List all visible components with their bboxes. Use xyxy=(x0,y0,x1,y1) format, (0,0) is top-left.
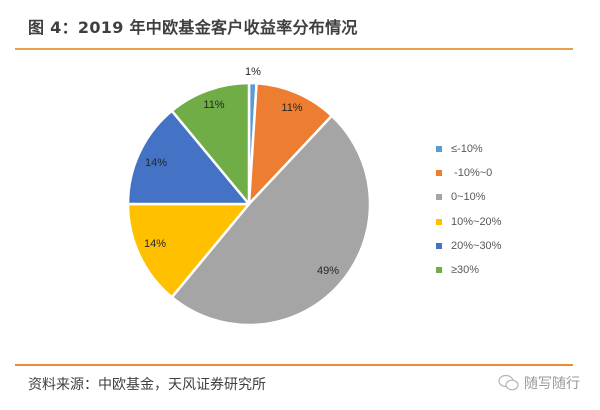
slice-label: 11% xyxy=(203,99,224,111)
legend-item-le-neg10: ≤-10% xyxy=(436,137,501,161)
legend-swatch xyxy=(436,170,442,177)
title-divider xyxy=(15,48,573,50)
footer-divider xyxy=(15,364,573,366)
slice-label: 14% xyxy=(145,157,167,169)
legend-item-10-20: 10%~20% xyxy=(436,210,501,234)
legend-label: -10%~0 xyxy=(451,167,493,180)
legend-swatch xyxy=(436,242,442,249)
wechat-icon xyxy=(498,374,519,391)
legend-item-0-10: 0~10% xyxy=(436,185,501,209)
pie-slice xyxy=(247,81,334,206)
legend-label: ≤-10% xyxy=(451,143,483,156)
legend-item-20-30: 20%~30% xyxy=(436,234,501,258)
legend-label: ≥30% xyxy=(451,264,480,277)
pie-slice xyxy=(170,114,372,327)
pie-slices xyxy=(126,81,372,327)
watermark: 随写随行 xyxy=(498,373,580,393)
slice-label: 49% xyxy=(317,265,339,277)
legend-swatch xyxy=(436,267,442,274)
chart-title: 图 4：2019 年中欧基金客户收益率分布情况 xyxy=(28,18,358,37)
legend-item-neg10-0: -10%~0 xyxy=(436,161,501,185)
slice-label: 1% xyxy=(245,66,261,78)
legend-swatch xyxy=(436,194,442,201)
legend: ≤-10% -10%~0 0~10% 10%~20% 20%~30% ≥30% xyxy=(436,137,501,282)
legend-label: 0~10% xyxy=(451,191,486,204)
legend-swatch xyxy=(436,146,442,153)
slice-label: 14% xyxy=(144,238,166,250)
slice-label: 11% xyxy=(281,102,302,114)
legend-label: 20%~30% xyxy=(451,239,502,252)
pie-slice xyxy=(170,81,251,206)
legend-item-ge30: ≥30% xyxy=(436,258,501,282)
legend-swatch xyxy=(436,218,442,225)
watermark-text: 随写随行 xyxy=(524,376,580,392)
source-note: 资料来源：中欧基金，天风证券研究所 xyxy=(28,377,266,393)
pie-slice xyxy=(126,109,251,206)
legend-label: 10%~20% xyxy=(451,215,502,228)
pie-labels: 1% 11% 49% 14% 14% 11% xyxy=(144,66,339,277)
pie-slice xyxy=(126,202,251,299)
